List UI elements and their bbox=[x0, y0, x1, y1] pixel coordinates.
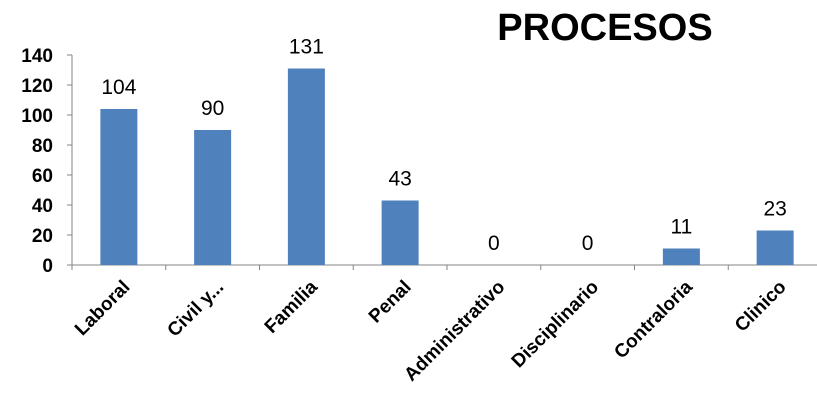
y-tick-label: 140 bbox=[21, 46, 53, 67]
bar-clinico bbox=[756, 230, 794, 265]
data-labels: 104 90 131 43 0 0 11 23 bbox=[101, 36, 786, 256]
y-tick-label: 120 bbox=[21, 76, 53, 97]
x-tick-label: Disciplinario bbox=[508, 277, 603, 372]
x-tick-label: Laboral bbox=[71, 277, 134, 340]
y-tick-label: 40 bbox=[32, 196, 53, 217]
y-tick-label: 0 bbox=[42, 256, 53, 277]
y-tick-label: 20 bbox=[32, 226, 53, 247]
bar-laboral bbox=[100, 109, 138, 265]
y-tick-label: 100 bbox=[21, 106, 53, 127]
bar-contraloria bbox=[662, 248, 700, 265]
data-label: 90 bbox=[201, 97, 224, 120]
x-tick-label: Administrativo bbox=[400, 277, 509, 386]
bars bbox=[100, 68, 794, 265]
data-label: 131 bbox=[289, 36, 324, 59]
x-tick-labels: Laboral Civil y... Familia PenalAdministrat… bbox=[71, 276, 791, 385]
x-tick-label: Contraloria bbox=[610, 276, 697, 363]
bar-civil-y bbox=[194, 130, 232, 265]
bar-familia bbox=[287, 68, 325, 265]
data-label: 0 bbox=[582, 232, 594, 255]
data-label: 104 bbox=[101, 76, 136, 99]
data-label: 23 bbox=[763, 198, 786, 221]
chart-title: PROCESOS bbox=[497, 7, 712, 49]
data-label: 0 bbox=[488, 232, 500, 255]
y-axis: 0 20 40 60 80 100 120 140 bbox=[21, 46, 73, 277]
x-tick-label: Clinico bbox=[731, 277, 791, 337]
x-tick-label: Familia bbox=[261, 276, 322, 337]
y-tick-label: 80 bbox=[32, 136, 53, 157]
x-axis bbox=[71, 264, 817, 270]
y-tick-label: 60 bbox=[32, 166, 53, 187]
bar-penal bbox=[381, 200, 419, 265]
x-tick-label: Civil y... bbox=[164, 277, 229, 342]
x-tick-label: Penal bbox=[365, 277, 416, 328]
data-label: 43 bbox=[388, 168, 411, 191]
data-label: 11 bbox=[670, 216, 692, 239]
